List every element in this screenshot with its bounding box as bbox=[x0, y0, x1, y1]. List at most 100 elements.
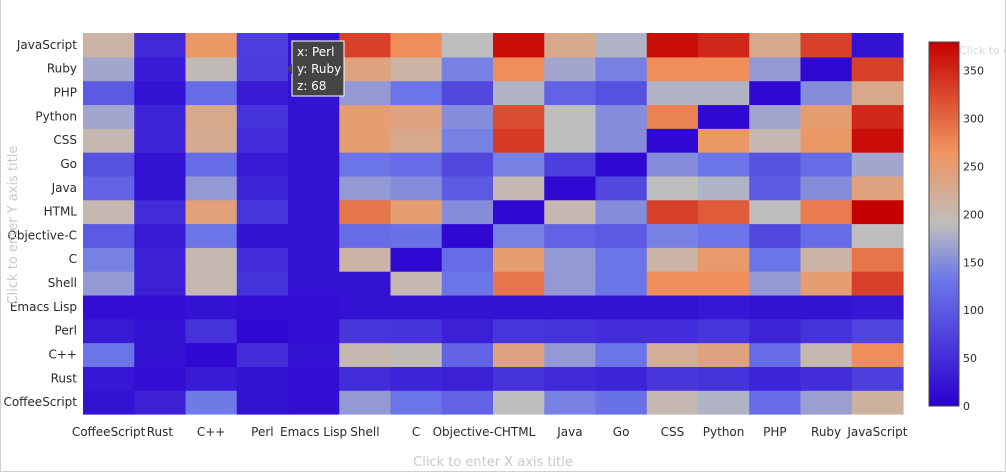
heatmap-cell[interactable] bbox=[749, 343, 801, 367]
heatmap-cell[interactable] bbox=[852, 295, 904, 319]
heatmap-cell[interactable] bbox=[544, 152, 596, 176]
heatmap-cell[interactable] bbox=[237, 366, 289, 390]
heatmap-cell[interactable] bbox=[134, 104, 186, 128]
heatmap-cell[interactable] bbox=[288, 319, 340, 343]
heatmap-cell[interactable] bbox=[442, 247, 494, 271]
heatmap-cell[interactable] bbox=[749, 366, 801, 390]
heatmap-cell[interactable] bbox=[134, 366, 186, 390]
heatmap-cell[interactable] bbox=[134, 200, 186, 224]
heatmap-cell[interactable] bbox=[801, 295, 853, 319]
x-axis-title[interactable]: Click to enter X axis title bbox=[413, 455, 573, 470]
heatmap-cell[interactable] bbox=[698, 366, 750, 390]
heatmap-cell[interactable] bbox=[698, 319, 750, 343]
heatmap-cell[interactable] bbox=[237, 128, 289, 152]
heatmap-cell[interactable] bbox=[288, 152, 340, 176]
heatmap-cells[interactable] bbox=[83, 33, 904, 415]
heatmap-cell[interactable] bbox=[698, 57, 750, 81]
heatmap-cell[interactable] bbox=[596, 224, 648, 248]
heatmap-cell[interactable] bbox=[698, 295, 750, 319]
heatmap-cell[interactable] bbox=[134, 128, 186, 152]
heatmap-cell[interactable] bbox=[186, 247, 238, 271]
heatmap-cell[interactable] bbox=[237, 224, 289, 248]
heatmap-cell[interactable] bbox=[442, 81, 494, 105]
heatmap-cell[interactable] bbox=[288, 343, 340, 367]
heatmap-cell[interactable] bbox=[596, 152, 648, 176]
heatmap-cell[interactable] bbox=[801, 366, 853, 390]
heatmap-cell[interactable] bbox=[442, 319, 494, 343]
heatmap-cell[interactable] bbox=[83, 343, 135, 367]
heatmap-cell[interactable] bbox=[83, 295, 135, 319]
heatmap-cell[interactable] bbox=[852, 390, 904, 414]
heatmap-cell[interactable] bbox=[544, 343, 596, 367]
heatmap-cell[interactable] bbox=[544, 57, 596, 81]
heatmap-cell[interactable] bbox=[339, 343, 391, 367]
heatmap-cell[interactable] bbox=[288, 200, 340, 224]
heatmap-cell[interactable] bbox=[391, 343, 443, 367]
heatmap-cell[interactable] bbox=[339, 176, 391, 200]
heatmap-cell[interactable] bbox=[391, 176, 443, 200]
heatmap-cell[interactable] bbox=[544, 128, 596, 152]
heatmap-cell[interactable] bbox=[647, 390, 699, 414]
heatmap-cell[interactable] bbox=[442, 152, 494, 176]
heatmap-cell[interactable] bbox=[442, 57, 494, 81]
heatmap-cell[interactable] bbox=[186, 319, 238, 343]
heatmap-cell[interactable] bbox=[391, 295, 443, 319]
heatmap-cell[interactable] bbox=[852, 152, 904, 176]
heatmap-cell[interactable] bbox=[544, 366, 596, 390]
heatmap-cell[interactable] bbox=[237, 319, 289, 343]
heatmap-cell[interactable] bbox=[134, 152, 186, 176]
heatmap-cell[interactable] bbox=[544, 247, 596, 271]
heatmap-cell[interactable] bbox=[339, 271, 391, 295]
heatmap-cell[interactable] bbox=[186, 366, 238, 390]
heatmap-cell[interactable] bbox=[186, 57, 238, 81]
heatmap-cell[interactable] bbox=[288, 104, 340, 128]
heatmap-cell[interactable] bbox=[749, 33, 801, 57]
colorbar[interactable] bbox=[929, 42, 959, 406]
heatmap-cell[interactable] bbox=[647, 128, 699, 152]
heatmap-cell[interactable] bbox=[852, 319, 904, 343]
heatmap-cell[interactable] bbox=[442, 200, 494, 224]
heatmap-cell[interactable] bbox=[442, 128, 494, 152]
heatmap-cell[interactable] bbox=[339, 33, 391, 57]
heatmap-cell[interactable] bbox=[442, 176, 494, 200]
heatmap-cell[interactable] bbox=[134, 224, 186, 248]
heatmap-cell[interactable] bbox=[83, 104, 135, 128]
heatmap-cell[interactable] bbox=[391, 366, 443, 390]
heatmap-cell[interactable] bbox=[493, 81, 545, 105]
heatmap-cell[interactable] bbox=[698, 390, 750, 414]
heatmap-cell[interactable] bbox=[237, 152, 289, 176]
heatmap-cell[interactable] bbox=[186, 104, 238, 128]
heatmap-cell[interactable] bbox=[493, 366, 545, 390]
heatmap-cell[interactable] bbox=[493, 390, 545, 414]
heatmap-cell[interactable] bbox=[134, 247, 186, 271]
heatmap-cell[interactable] bbox=[442, 224, 494, 248]
heatmap-cell[interactable] bbox=[186, 176, 238, 200]
heatmap-cell[interactable] bbox=[698, 200, 750, 224]
heatmap-cell[interactable] bbox=[801, 57, 853, 81]
heatmap-cell[interactable] bbox=[749, 224, 801, 248]
heatmap-cell[interactable] bbox=[749, 128, 801, 152]
heatmap-cell[interactable] bbox=[596, 104, 648, 128]
heatmap-cell[interactable] bbox=[288, 247, 340, 271]
heatmap-cell[interactable] bbox=[339, 295, 391, 319]
heatmap-cell[interactable] bbox=[749, 390, 801, 414]
heatmap-cell[interactable] bbox=[339, 200, 391, 224]
heatmap-cell[interactable] bbox=[596, 57, 648, 81]
heatmap-cell[interactable] bbox=[186, 152, 238, 176]
heatmap-cell[interactable] bbox=[134, 176, 186, 200]
heatmap-cell[interactable] bbox=[391, 104, 443, 128]
heatmap-cell[interactable] bbox=[544, 33, 596, 57]
heatmap-cell[interactable] bbox=[134, 390, 186, 414]
heatmap-cell[interactable] bbox=[801, 271, 853, 295]
heatmap-cell[interactable] bbox=[647, 343, 699, 367]
heatmap-cell[interactable] bbox=[801, 152, 853, 176]
heatmap-cell[interactable] bbox=[749, 81, 801, 105]
heatmap-cell[interactable] bbox=[852, 104, 904, 128]
heatmap-cell[interactable] bbox=[134, 319, 186, 343]
heatmap-cell[interactable] bbox=[647, 152, 699, 176]
heatmap-cell[interactable] bbox=[698, 224, 750, 248]
heatmap-cell[interactable] bbox=[852, 271, 904, 295]
heatmap-cell[interactable] bbox=[442, 366, 494, 390]
heatmap-cell[interactable] bbox=[339, 81, 391, 105]
heatmap-cell[interactable] bbox=[647, 57, 699, 81]
